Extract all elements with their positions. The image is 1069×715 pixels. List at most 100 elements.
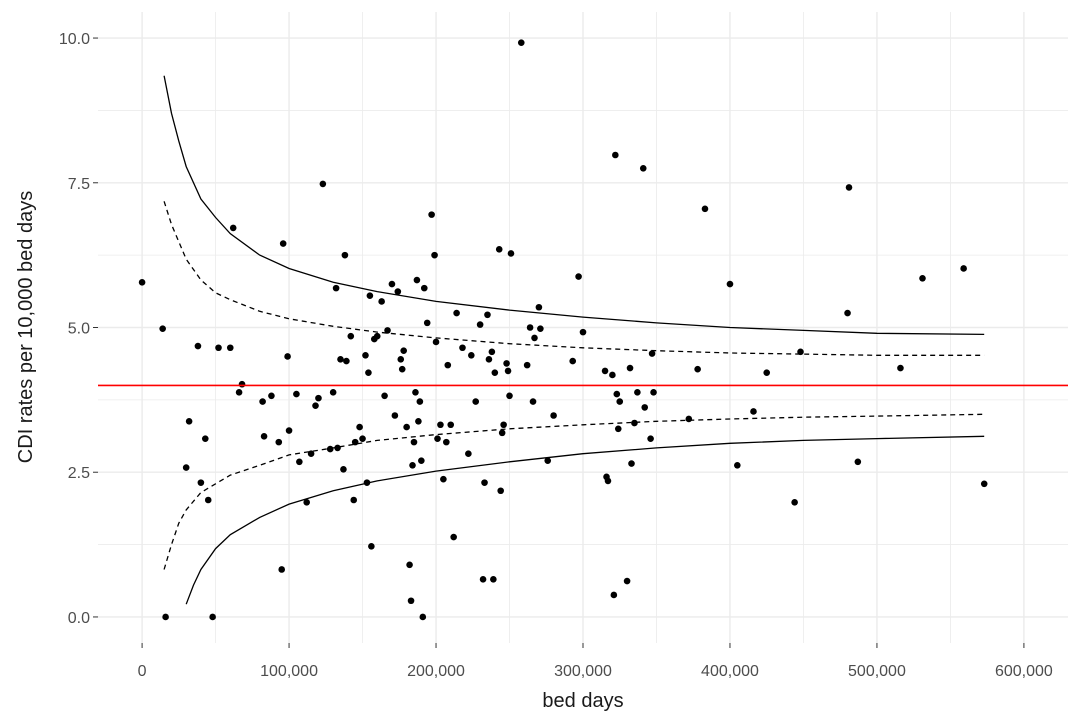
data-point xyxy=(400,347,407,354)
data-point xyxy=(194,342,202,350)
data-point xyxy=(204,496,212,504)
data-point xyxy=(215,344,222,352)
data-point xyxy=(279,240,287,247)
data-point xyxy=(332,284,340,292)
data-point xyxy=(484,311,491,319)
data-point xyxy=(647,435,654,442)
data-point xyxy=(897,364,904,372)
data-point xyxy=(526,324,534,331)
data-point xyxy=(278,566,286,573)
data-point xyxy=(235,389,243,396)
solid-limit-line-0 xyxy=(163,75,985,336)
data-point xyxy=(238,380,246,388)
data-point xyxy=(476,321,484,328)
x-axis-title: bed days xyxy=(542,690,623,712)
data-point xyxy=(315,394,322,402)
y-axis-ticks: 0.0 2.5 5.0 7.5 10.0 xyxy=(59,31,98,627)
data-point xyxy=(694,365,701,373)
y-axis-title: CDI rates per 10,000 bed days xyxy=(15,191,37,463)
data-point xyxy=(185,417,193,425)
y-tick-label: 0.0 xyxy=(68,610,90,627)
x-tick-label: 400,000 xyxy=(701,663,759,680)
data-point xyxy=(368,543,375,550)
data-point xyxy=(384,327,391,334)
data-point xyxy=(504,367,512,375)
data-point xyxy=(356,423,363,431)
data-point xyxy=(432,338,440,346)
data-point xyxy=(444,361,452,369)
data-point xyxy=(182,464,190,471)
data-point xyxy=(159,325,166,332)
data-point xyxy=(650,389,657,396)
data-point xyxy=(326,445,334,453)
data-point xyxy=(407,597,415,605)
data-point xyxy=(337,356,344,363)
data-point xyxy=(481,479,488,486)
x-tick-label: 500,000 xyxy=(848,663,906,680)
x-tick-label: 0 xyxy=(138,663,147,680)
data-point xyxy=(610,591,618,599)
data-point xyxy=(437,421,444,429)
data-point xyxy=(604,477,612,485)
data-point xyxy=(531,334,538,342)
dashed-limit-line-2 xyxy=(163,413,985,570)
data-point xyxy=(791,499,798,506)
data-point xyxy=(616,398,624,405)
data-point xyxy=(162,613,169,621)
data-point xyxy=(329,389,337,396)
data-point xyxy=(347,332,355,340)
data-point xyxy=(340,466,347,473)
data-point xyxy=(523,361,531,369)
data-point xyxy=(343,357,350,365)
data-point xyxy=(529,398,537,405)
data-point xyxy=(763,369,771,376)
data-point xyxy=(138,279,146,286)
data-point xyxy=(980,480,988,488)
x-tick-label: 300,000 xyxy=(554,663,612,680)
data-point xyxy=(634,389,641,396)
data-point xyxy=(226,344,234,352)
data-point xyxy=(639,165,647,172)
data-point xyxy=(500,421,507,429)
data-point xyxy=(579,328,587,336)
grid-lines xyxy=(98,12,1068,643)
data-point xyxy=(431,251,438,259)
data-point xyxy=(854,458,862,466)
data-point xyxy=(468,351,475,359)
data-point xyxy=(419,613,427,621)
data-point xyxy=(488,348,496,356)
data-point xyxy=(601,367,609,375)
dashed-limit-line-1 xyxy=(163,201,985,356)
x-axis-ticks: 0 100,000 200,000 300,000 400,000 500,000 600,… xyxy=(138,643,1053,680)
data-point xyxy=(285,427,293,434)
data-point xyxy=(612,151,619,159)
data-point xyxy=(420,284,428,292)
data-point xyxy=(334,444,341,452)
data-point xyxy=(701,205,709,213)
data-point xyxy=(685,415,693,423)
data-point xyxy=(201,435,209,442)
data-point xyxy=(366,292,374,299)
data-point xyxy=(434,435,441,442)
data-point xyxy=(575,273,582,280)
y-tick-label: 10.0 xyxy=(59,31,90,48)
data-point xyxy=(229,224,237,232)
y-tick-label: 5.0 xyxy=(68,321,90,338)
data-point xyxy=(506,392,513,400)
data-point xyxy=(550,412,557,419)
data-point xyxy=(391,412,399,419)
data-point xyxy=(479,576,487,583)
data-point xyxy=(415,417,422,425)
data-point xyxy=(648,350,656,357)
data-point xyxy=(293,390,300,398)
data-point xyxy=(734,461,741,469)
data-point xyxy=(394,288,402,295)
data-point xyxy=(453,309,460,317)
data-point xyxy=(406,561,413,569)
data-point xyxy=(341,251,349,259)
data-point xyxy=(495,246,503,253)
data-point xyxy=(569,357,577,365)
data-point xyxy=(373,332,381,340)
data-point xyxy=(497,487,504,495)
solid-limit-line-3 xyxy=(185,435,985,605)
